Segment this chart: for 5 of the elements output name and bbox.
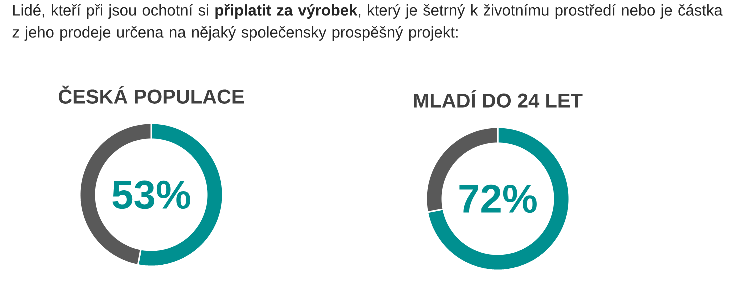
text: Lidé, kteří při jsou ochotní si připlatit za výrobek, který je šetrný k životnímu prostředí nebo je částka z jeho prodeje určena na nějaký společensky prospěšný projekt:	[12, 4, 723, 41]
chart-title: ČESKÁ POPULACE	[58, 86, 244, 104]
chart-title: MLADÍ DO 24 LET	[414, 90, 583, 108]
data-label: 53%	[112, 180, 190, 210]
data-label: 72%	[460, 184, 537, 214]
